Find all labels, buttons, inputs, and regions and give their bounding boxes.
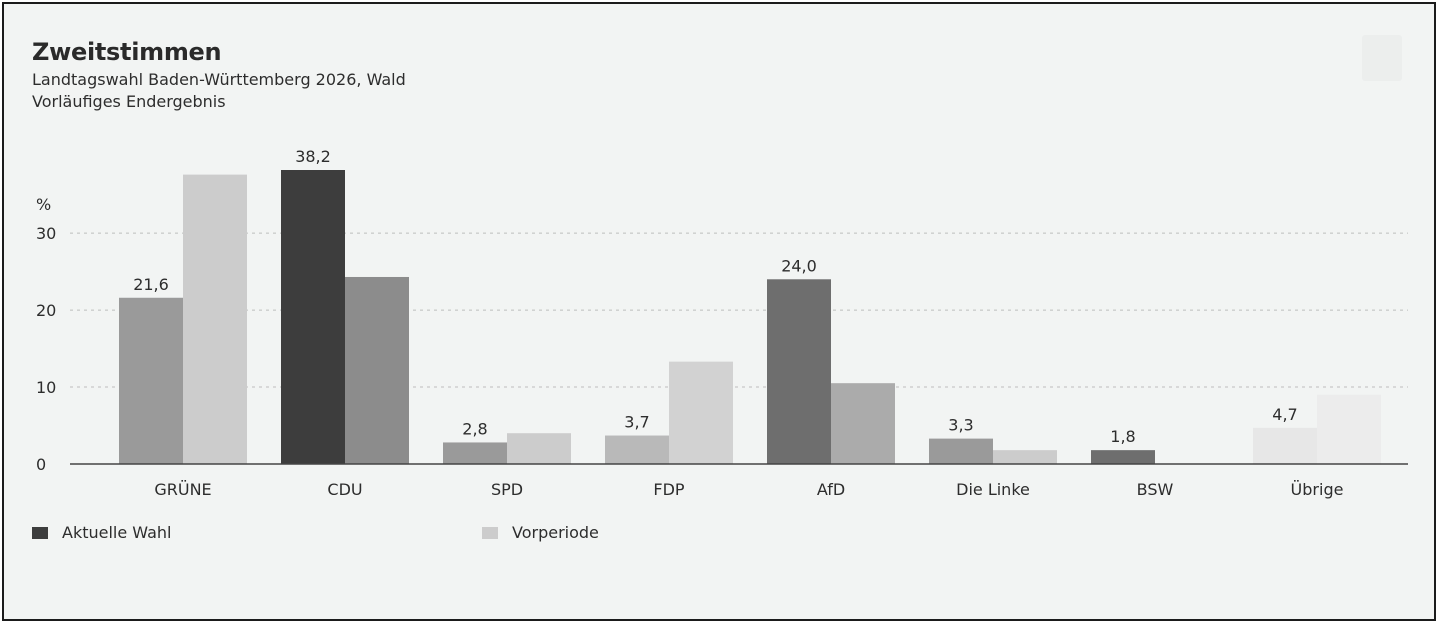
value-label: 3,7	[624, 413, 649, 432]
y-axis-ticks: 0 10 20 30	[36, 224, 56, 474]
legend-item-previous: Vorperiode	[482, 523, 599, 542]
legend-label-current: Aktuelle Wahl	[62, 523, 172, 542]
legend-item-current: Aktuelle Wahl	[32, 523, 171, 542]
x-tick-label: BSW	[1137, 480, 1174, 499]
value-label: 38,2	[295, 147, 331, 166]
bar-current	[119, 297, 183, 464]
x-tick-label: Die Linke	[956, 480, 1030, 499]
bar-previous	[345, 276, 409, 464]
value-label: 3,3	[948, 416, 973, 435]
y-tick-label: 20	[36, 301, 56, 320]
y-tick-label: 30	[36, 224, 56, 243]
value-label: 1,8	[1110, 427, 1135, 446]
chart-status-subtitle: Vorläufiges Endergebnis	[32, 92, 226, 111]
value-label: 24,0	[781, 256, 817, 275]
chart-subtitle: Landtagswahl Baden-Württemberg 2026, Wal…	[32, 70, 406, 89]
bar-current	[1253, 427, 1317, 464]
x-tick-label: CDU	[327, 480, 362, 499]
share-icon[interactable]	[1362, 35, 1402, 81]
legend-label-previous: Vorperiode	[512, 523, 599, 542]
value-labels: 21,6 38,2 2,8 3,7 24,0 3,3 1,8 4,7	[133, 147, 1298, 446]
x-tick-label: AfD	[817, 480, 845, 499]
value-label: 21,6	[133, 275, 169, 294]
x-tick-label: GRÜNE	[154, 480, 211, 499]
bar-previous	[1317, 394, 1381, 464]
bar-previous	[993, 450, 1057, 464]
value-label: 4,7	[1272, 405, 1297, 424]
bar-current	[281, 170, 345, 464]
bar-current	[767, 279, 831, 464]
y-tick-label: 0	[36, 455, 46, 474]
y-tick-label: 10	[36, 378, 56, 397]
legend-swatch-current	[32, 526, 48, 539]
gridlines	[70, 232, 1408, 388]
x-tick-label: FDP	[653, 480, 685, 499]
x-axis-labels: GRÜNE CDU SPD FDP AfD Die Linke BSW Übrige	[154, 480, 1343, 499]
x-tick-label: SPD	[491, 480, 523, 499]
chart-title: Zweitstimmen	[32, 38, 222, 66]
value-label: 2,8	[462, 419, 487, 438]
x-tick-label: Übrige	[1291, 480, 1344, 499]
bars	[119, 170, 1381, 464]
bar-current	[605, 435, 669, 464]
bar-previous	[831, 383, 895, 464]
bar-current	[443, 442, 507, 464]
y-axis-unit-label: %	[36, 195, 51, 214]
bar-previous	[507, 433, 571, 464]
bar-current	[1091, 450, 1155, 464]
bar-previous	[669, 361, 733, 464]
bar-current	[929, 438, 993, 464]
legend-swatch-previous	[482, 526, 498, 539]
bar-previous	[183, 174, 247, 464]
